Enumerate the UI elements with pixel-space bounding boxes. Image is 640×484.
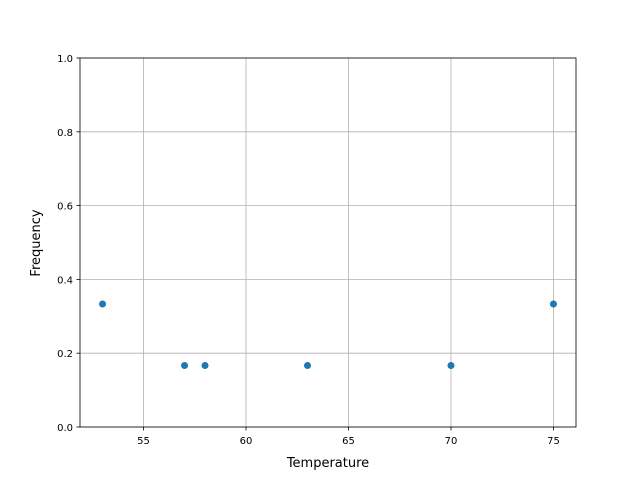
data-point [304, 361, 312, 369]
data-point [549, 300, 557, 308]
data-point [447, 361, 455, 369]
grid [80, 57, 576, 428]
y-tick-label: 0.4 [57, 275, 73, 286]
y-tick-label: 0.0 [57, 423, 73, 434]
data-point [181, 361, 189, 369]
x-tick-label: 60 [240, 436, 253, 447]
x-axis: 55 60 65 70 75 [137, 427, 560, 447]
x-tick-label: 75 [547, 436, 560, 447]
x-axis-label: Temperature [286, 456, 369, 471]
axes-frame [79, 57, 577, 428]
x-tick-label: 70 [445, 436, 458, 447]
x-tick-label: 55 [137, 436, 150, 447]
y-tick-label: 0.6 [57, 202, 73, 213]
data-points [99, 300, 557, 369]
y-axis-label: Frequency [29, 209, 44, 276]
y-tick-label: 1.0 [57, 54, 73, 65]
data-point [99, 300, 107, 308]
data-point [201, 361, 209, 369]
x-tick-label: 65 [342, 436, 355, 447]
y-tick-label: 0.8 [57, 128, 73, 139]
y-axis: 0.0 0.2 0.4 0.6 0.8 1.0 [57, 54, 80, 434]
y-tick-label: 0.2 [57, 349, 73, 360]
